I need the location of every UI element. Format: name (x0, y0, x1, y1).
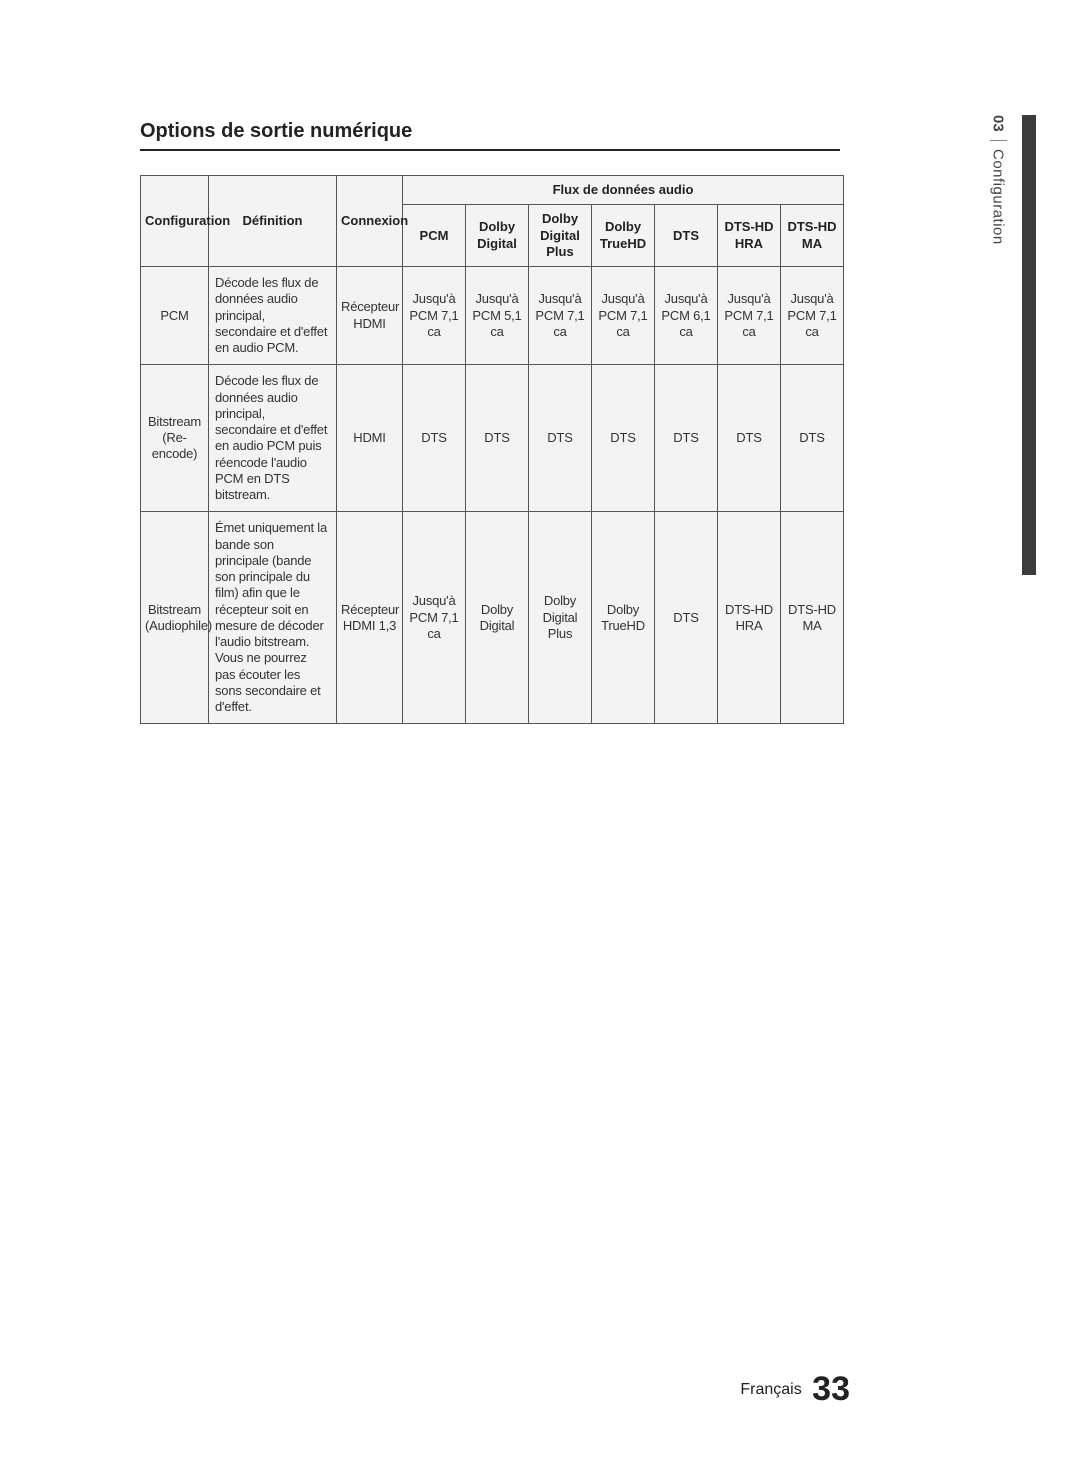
page-footer: Français 33 (740, 1370, 850, 1409)
cell-value: Dolby Digital (466, 512, 529, 724)
cell-connexion: HDMI (337, 365, 403, 512)
th-col: DTS (655, 205, 718, 267)
cell-value: DTS (592, 365, 655, 512)
cell-connexion: Récepteur HDMI (337, 267, 403, 365)
cell-value: DTS (466, 365, 529, 512)
th-flux: Flux de données audio (403, 176, 844, 205)
cell-connexion: Récepteur HDMI 1,3 (337, 512, 403, 724)
chapter-number: 03 (990, 115, 1007, 140)
side-tab: 03 Configuration (986, 115, 1010, 244)
side-thumb-bar (1022, 115, 1036, 575)
cell-definition: Émet uniquement la bande son principale … (209, 512, 337, 724)
th-col: Dolby TrueHD (592, 205, 655, 267)
cell-value: Jusqu'à PCM 7,1 ca (781, 267, 844, 365)
cell-value: DTS-HD HRA (718, 512, 781, 724)
cell-value: DTS (655, 365, 718, 512)
th-col: PCM (403, 205, 466, 267)
th-connexion: Connexion (337, 176, 403, 267)
cell-config: PCM (141, 267, 209, 365)
audio-output-table: Configuration Définition Connexion Flux … (140, 175, 844, 724)
cell-value: Jusqu'à PCM 7,1 ca (592, 267, 655, 365)
cell-value: Jusqu'à PCM 6,1 ca (655, 267, 718, 365)
th-col: DTS-HD HRA (718, 205, 781, 267)
cell-value: Jusqu'à PCM 7,1 ca (529, 267, 592, 365)
cell-value: Jusqu'à PCM 7,1 ca (403, 267, 466, 365)
cell-value: Jusqu'à PCM 7,1 ca (718, 267, 781, 365)
page: 03 Configuration Options de sortie numér… (0, 0, 1080, 1479)
cell-value: Jusqu'à PCM 7,1 ca (403, 512, 466, 724)
cell-value: Jusqu'à PCM 5,1 ca (466, 267, 529, 365)
section-title: Options de sortie numérique (140, 120, 840, 151)
table-row: Bitstream (Re-encode) Décode les flux de… (141, 365, 844, 512)
cell-value: DTS (781, 365, 844, 512)
cell-value: DTS (403, 365, 466, 512)
th-col: DTS-HD MA (781, 205, 844, 267)
footer-page-number: 33 (812, 1370, 850, 1408)
cell-value: Dolby Digital Plus (529, 512, 592, 724)
chapter-label: Configuration (990, 140, 1007, 245)
table-row: Bitstream (Audiophile) Émet uniquement l… (141, 512, 844, 724)
cell-value: DTS (529, 365, 592, 512)
cell-value: Dolby TrueHD (592, 512, 655, 724)
cell-definition: Décode les flux de données audio princip… (209, 267, 337, 365)
cell-value: DTS (655, 512, 718, 724)
th-col: Dolby Digital (466, 205, 529, 267)
table-row: PCM Décode les flux de données audio pri… (141, 267, 844, 365)
cell-value: DTS-HD MA (781, 512, 844, 724)
cell-config: Bitstream (Audiophile) (141, 512, 209, 724)
cell-definition: Décode les flux de données audio princip… (209, 365, 337, 512)
footer-lang: Français (740, 1381, 801, 1398)
th-col: Dolby Digital Plus (529, 205, 592, 267)
th-config: Configuration (141, 176, 209, 267)
cell-config: Bitstream (Re-encode) (141, 365, 209, 512)
cell-value: DTS (718, 365, 781, 512)
